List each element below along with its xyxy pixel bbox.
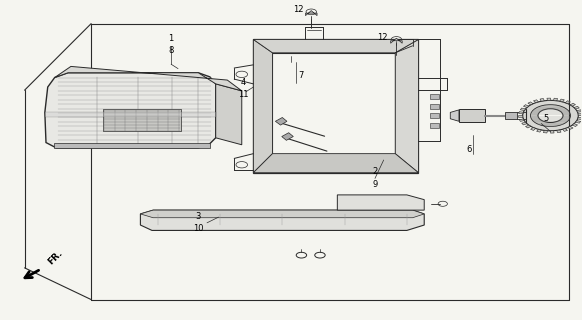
Polygon shape bbox=[103, 109, 181, 132]
Polygon shape bbox=[568, 126, 573, 129]
Text: 11: 11 bbox=[238, 90, 249, 99]
Text: 8: 8 bbox=[168, 46, 174, 55]
Text: 5: 5 bbox=[543, 114, 548, 123]
Polygon shape bbox=[253, 39, 272, 173]
Polygon shape bbox=[544, 131, 548, 133]
Polygon shape bbox=[528, 102, 533, 105]
Circle shape bbox=[458, 112, 472, 119]
Polygon shape bbox=[570, 103, 576, 106]
Polygon shape bbox=[253, 154, 418, 173]
Text: 2: 2 bbox=[372, 167, 378, 177]
Polygon shape bbox=[551, 131, 554, 133]
Polygon shape bbox=[520, 108, 526, 110]
Polygon shape bbox=[430, 123, 439, 128]
Polygon shape bbox=[338, 195, 424, 210]
Polygon shape bbox=[574, 106, 579, 109]
Polygon shape bbox=[577, 110, 581, 112]
Polygon shape bbox=[450, 110, 459, 121]
Polygon shape bbox=[519, 119, 524, 121]
Polygon shape bbox=[54, 142, 210, 148]
Text: 12: 12 bbox=[377, 33, 388, 42]
Polygon shape bbox=[521, 122, 527, 125]
Polygon shape bbox=[576, 121, 581, 123]
Polygon shape bbox=[505, 112, 517, 119]
Polygon shape bbox=[577, 117, 582, 119]
Polygon shape bbox=[55, 67, 242, 91]
Polygon shape bbox=[430, 113, 439, 118]
Text: 7: 7 bbox=[299, 71, 304, 80]
Circle shape bbox=[530, 105, 570, 126]
Circle shape bbox=[523, 100, 579, 131]
Polygon shape bbox=[531, 127, 535, 131]
Polygon shape bbox=[140, 210, 424, 218]
Polygon shape bbox=[526, 125, 531, 128]
Polygon shape bbox=[45, 112, 216, 117]
Polygon shape bbox=[45, 73, 216, 148]
Polygon shape bbox=[560, 99, 565, 102]
Text: 1: 1 bbox=[168, 34, 173, 43]
Circle shape bbox=[538, 109, 563, 123]
Text: 12: 12 bbox=[293, 5, 304, 14]
Polygon shape bbox=[556, 130, 561, 133]
Polygon shape bbox=[430, 94, 439, 99]
Polygon shape bbox=[537, 129, 541, 132]
Circle shape bbox=[285, 65, 297, 71]
Polygon shape bbox=[540, 99, 544, 101]
Polygon shape bbox=[216, 84, 242, 145]
Polygon shape bbox=[140, 210, 424, 230]
Polygon shape bbox=[275, 117, 287, 125]
Text: 3: 3 bbox=[196, 212, 201, 221]
Polygon shape bbox=[253, 39, 418, 173]
Text: 6: 6 bbox=[467, 145, 472, 154]
Circle shape bbox=[281, 62, 301, 74]
Polygon shape bbox=[578, 114, 582, 116]
Polygon shape bbox=[563, 129, 567, 132]
Polygon shape bbox=[253, 39, 418, 53]
Polygon shape bbox=[306, 11, 317, 16]
Polygon shape bbox=[391, 38, 402, 43]
Polygon shape bbox=[523, 105, 529, 108]
Polygon shape bbox=[459, 109, 485, 122]
Text: FR.: FR. bbox=[47, 249, 65, 267]
Polygon shape bbox=[519, 116, 523, 117]
Polygon shape bbox=[565, 101, 570, 104]
Polygon shape bbox=[534, 100, 538, 103]
Polygon shape bbox=[547, 98, 551, 100]
Text: 4: 4 bbox=[241, 78, 246, 87]
Text: 9: 9 bbox=[372, 180, 378, 188]
Polygon shape bbox=[572, 124, 577, 126]
Polygon shape bbox=[282, 133, 293, 140]
Polygon shape bbox=[395, 39, 418, 173]
Text: 10: 10 bbox=[193, 224, 204, 233]
Polygon shape bbox=[519, 112, 523, 114]
Polygon shape bbox=[272, 53, 395, 154]
Polygon shape bbox=[430, 104, 439, 108]
Polygon shape bbox=[553, 98, 558, 101]
